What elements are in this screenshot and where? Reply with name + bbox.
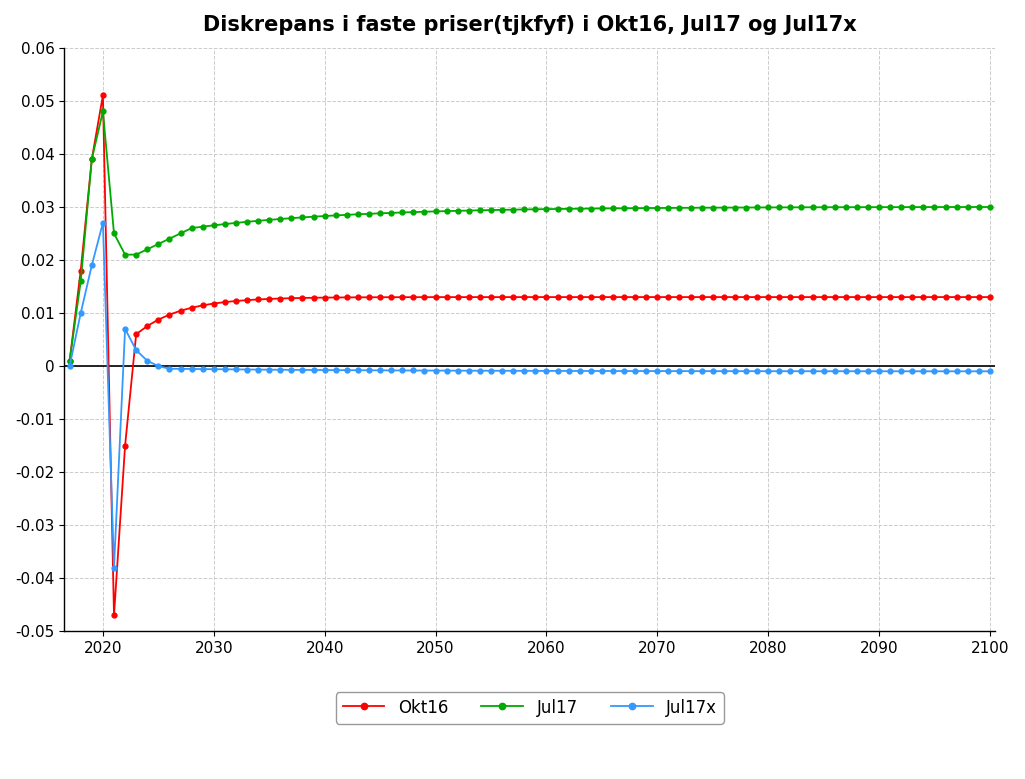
Jul17x — [141, 356, 154, 365]
Okt16 — [108, 611, 120, 620]
Jul17 — [64, 356, 76, 365]
Jul17 — [818, 203, 830, 212]
Okt16 — [96, 90, 109, 100]
Jul17x — [496, 366, 508, 375]
Jul17x — [540, 366, 552, 375]
Okt16 — [75, 266, 87, 275]
Jul17x — [96, 218, 109, 227]
Okt16 — [984, 292, 996, 301]
Jul17x — [828, 367, 840, 376]
Jul17x — [75, 308, 87, 318]
Okt16 — [141, 321, 154, 330]
Jul17x — [784, 367, 796, 376]
Line: Jul17x: Jul17x — [68, 220, 992, 570]
Legend: Okt16, Jul17, Jul17x: Okt16, Jul17, Jul17x — [336, 693, 724, 724]
Okt16 — [540, 292, 552, 301]
Title: Diskrepans i faste priser(tjkfyf) i Okt16, Jul17 og Jul17x: Diskrepans i faste priser(tjkfyf) i Okt1… — [203, 15, 857, 35]
Jul17 — [773, 203, 785, 212]
Jul17 — [529, 205, 541, 214]
Jul17x — [984, 367, 996, 376]
Line: Okt16: Okt16 — [68, 93, 992, 618]
Okt16 — [496, 292, 508, 301]
Jul17x — [64, 361, 76, 371]
Jul17 — [984, 203, 996, 212]
Jul17x — [108, 563, 120, 573]
Okt16 — [784, 292, 796, 301]
Okt16 — [64, 356, 76, 365]
Jul17 — [75, 277, 87, 286]
Jul17 — [96, 107, 109, 116]
Okt16 — [828, 292, 840, 301]
Jul17 — [485, 206, 497, 215]
Line: Jul17: Jul17 — [68, 109, 992, 363]
Jul17 — [130, 250, 142, 259]
